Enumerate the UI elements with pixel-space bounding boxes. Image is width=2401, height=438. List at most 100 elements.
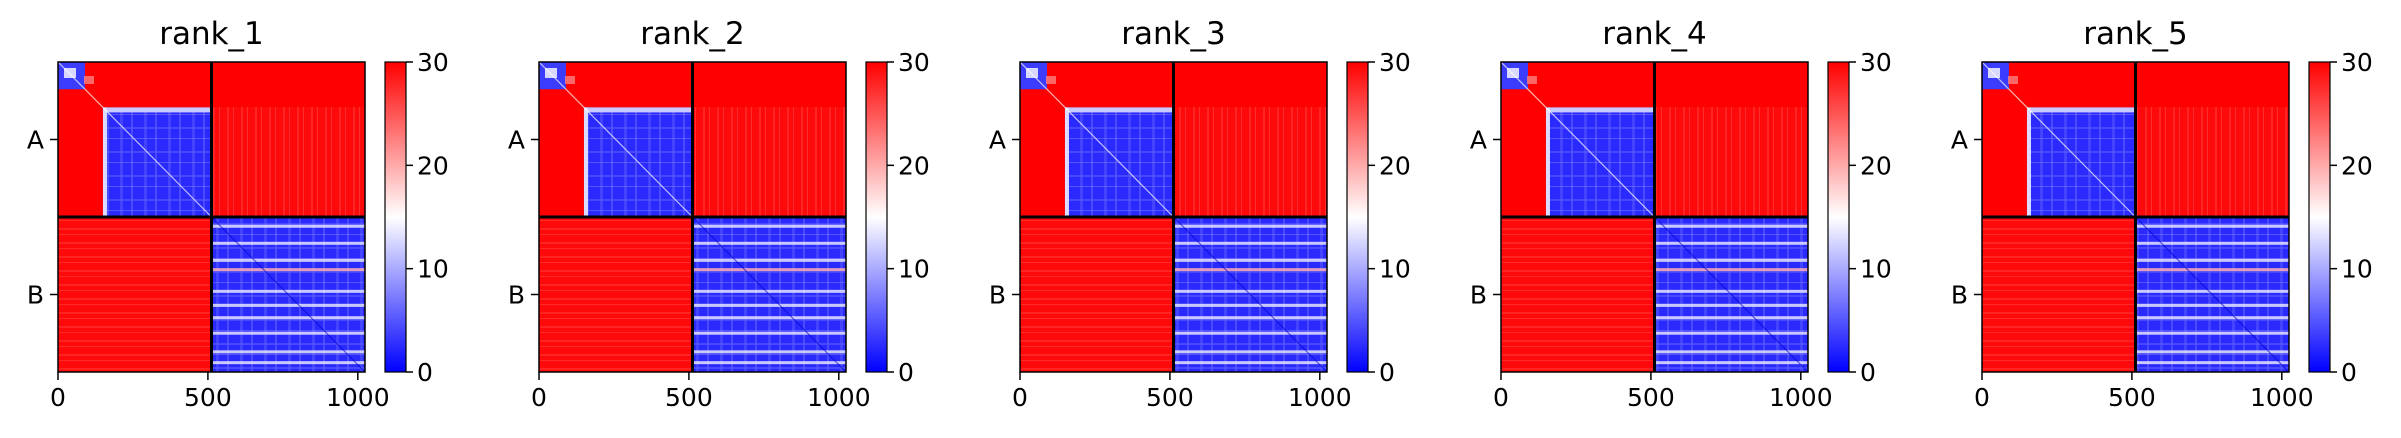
block-b-a: [539, 217, 693, 372]
block-b-a: [1020, 217, 1174, 372]
block-b-b-streak: [692, 303, 846, 307]
colorbar-tick-label: 30: [898, 48, 930, 77]
corner-pink-patch: [1046, 76, 1056, 84]
colorbar-tick-label: 20: [2341, 151, 2373, 180]
block-b-b-streak: [211, 289, 365, 293]
block-b-b-streak: [211, 268, 365, 272]
block-a-a-top-edge: [1545, 107, 1655, 113]
x-tick-label: 0: [531, 383, 547, 412]
block-a-b-top: [1173, 62, 1327, 107]
colorbar-tick-label: 20: [898, 151, 930, 180]
corner-light-patch: [1507, 68, 1519, 78]
block-b-b-streak: [211, 331, 365, 335]
block-b-b-streak: [1654, 303, 1808, 307]
panel-title: rank_3: [1121, 16, 1226, 52]
y-tick-label: B: [1470, 281, 1487, 310]
colorbar-tick-label: 30: [417, 48, 449, 77]
block-a-a-top-edge: [102, 107, 212, 113]
block-b-b-streak: [1654, 224, 1808, 228]
colorbar-tick-label: 0: [898, 358, 914, 387]
block-b-b-streak: [1173, 241, 1327, 245]
x-tick-label: 0: [1012, 383, 1028, 412]
block-a-a-left-edge: [1545, 107, 1550, 217]
x-tick-label: 500: [2108, 383, 2156, 412]
block-b-b-streak: [2135, 258, 2289, 262]
block-b-b-streak: [211, 258, 365, 262]
block-a-b-top: [692, 62, 846, 107]
block-b-b-streak: [2135, 350, 2289, 354]
block-b-b-streak: [211, 303, 365, 307]
heatmap-panel-1: rank_1 0 500 1000 A B 0 10 20 30: [27, 16, 449, 412]
heatmap-frame: [1500, 61, 1809, 373]
block-b-b-streak: [211, 241, 365, 245]
colorbar-tick-label: 0: [1379, 358, 1395, 387]
heatmap-panel-2: rank_2 0 500 1000 A B 0 10 20 30: [508, 16, 930, 412]
x-tick-label: 1000: [1769, 383, 1833, 412]
y-tick-label: B: [27, 281, 44, 310]
block-b-b-streak: [692, 316, 846, 320]
x-tick-label: 1000: [2250, 383, 2314, 412]
colorbar-tick-label: 0: [417, 358, 433, 387]
y-tick-label: B: [989, 281, 1006, 310]
y-tick-label: A: [1470, 126, 1487, 155]
colorbar: [865, 61, 888, 373]
panel-title: rank_4: [1602, 16, 1707, 52]
corner-light-patch: [1026, 68, 1038, 78]
block-b-b-streak: [692, 331, 846, 335]
block-b-b-streak: [1654, 268, 1808, 272]
x-tick-label: 500: [1627, 383, 1675, 412]
block-a-a-top-edge: [583, 107, 693, 113]
block-b-b-streak: [692, 241, 846, 245]
block-b-b-streak: [1173, 316, 1327, 320]
x-tick-label: 1000: [326, 383, 390, 412]
block-a-a-left-edge: [1064, 107, 1069, 217]
y-tick-label: A: [27, 126, 44, 155]
colorbar-tick-label: 20: [1860, 151, 1892, 180]
colorbar-tick-label: 10: [1860, 255, 1892, 284]
corner-light-patch: [545, 68, 557, 78]
corner-pink-patch: [2008, 76, 2018, 84]
block-a-b-top: [211, 62, 365, 107]
block-a-a-top-edge: [1064, 107, 1174, 113]
colorbar-tick-label: 0: [2341, 358, 2357, 387]
corner-pink-patch: [84, 76, 94, 84]
block-b-b-streak: [692, 224, 846, 228]
block-b-b-streak: [692, 268, 846, 272]
block-b-b-streak: [2135, 224, 2289, 228]
diagonal-a: [538, 61, 693, 218]
diagonal-b: [1654, 216, 1809, 373]
block-b-b-streak: [1173, 361, 1327, 365]
x-tick-label: 0: [1493, 383, 1509, 412]
diagonal-b: [692, 216, 847, 373]
heatmap-frame: [1981, 61, 2290, 373]
y-tick-label: A: [1951, 126, 1968, 155]
block-b-b-streak: [1654, 331, 1808, 335]
block-b-b-streak: [692, 258, 846, 262]
colorbar-tick-label: 10: [417, 255, 449, 284]
block-b-b-streak: [1173, 303, 1327, 307]
panel-title: rank_1: [159, 16, 264, 52]
heatmap-panel-5: rank_5 0 500 1000 A B 0 10 20 30: [1951, 16, 2373, 412]
y-tick-label: B: [508, 281, 525, 310]
colorbar: [1346, 61, 1369, 373]
block-b-b-streak: [1173, 350, 1327, 354]
block-a-b-top: [1654, 62, 1808, 107]
block-b-b-streak: [1654, 316, 1808, 320]
x-tick-label: 1000: [807, 383, 871, 412]
diagonal-a: [1500, 61, 1655, 218]
diagonal-a: [1019, 61, 1174, 218]
y-tick-label: B: [1951, 281, 1968, 310]
block-b-b-streak: [2135, 316, 2289, 320]
panel-title: rank_2: [640, 16, 745, 52]
colorbar-tick-label: 30: [2341, 48, 2373, 77]
block-b-b-streak: [2135, 289, 2289, 293]
block-b-b-streak: [211, 224, 365, 228]
block-b-b-streak: [1654, 361, 1808, 365]
diagonal-b: [211, 216, 366, 373]
colorbar: [2308, 61, 2331, 373]
heatmap-frame: [538, 61, 847, 373]
x-tick-label: 500: [1146, 383, 1194, 412]
diagonal-b: [2135, 216, 2290, 373]
colorbar-tick-label: 20: [1379, 151, 1411, 180]
